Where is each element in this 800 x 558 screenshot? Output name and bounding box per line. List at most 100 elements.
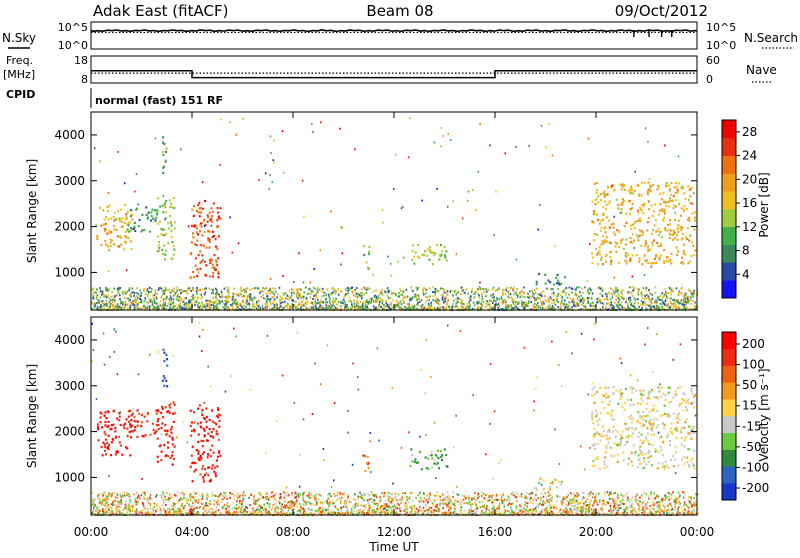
heatmap-cell (269, 174, 271, 176)
heatmap-cell (299, 302, 301, 304)
heatmap-cell (270, 290, 272, 292)
heatmap-cell (361, 295, 363, 297)
heatmap-cell (206, 426, 208, 428)
colorbar-segment (722, 262, 736, 280)
heatmap-cell (323, 295, 325, 297)
heatmap-cell (167, 430, 169, 432)
heatmap-cell (191, 455, 193, 457)
heatmap-cell (622, 499, 624, 501)
heatmap-cell (364, 455, 366, 457)
heatmap-cell (693, 401, 695, 403)
heatmap-cell (684, 205, 686, 207)
heatmap-cell (642, 297, 644, 299)
heatmap-cell (149, 287, 151, 289)
heatmap-cell (202, 476, 204, 478)
heatmap-cell (391, 275, 393, 277)
heatmap-cell (320, 302, 322, 304)
heatmap-cell (624, 409, 626, 411)
heatmap-cell (489, 300, 491, 302)
heatmap-cell (664, 227, 666, 229)
heatmap-cell (667, 435, 669, 437)
heatmap-cell (295, 301, 297, 303)
heatmap-cell (92, 302, 94, 304)
heatmap-cell (410, 465, 412, 467)
heatmap-cell (481, 300, 483, 302)
heatmap-cell (172, 443, 174, 445)
heatmap-cell (438, 467, 440, 469)
heatmap-cell (148, 211, 150, 213)
heatmap-cell (130, 215, 132, 217)
heatmap-cell (220, 218, 222, 220)
heatmap-cell (679, 419, 681, 421)
heatmap-cell (600, 230, 602, 232)
heatmap-cell (540, 502, 542, 504)
heatmap-cell (641, 451, 643, 453)
power-panel-frame (91, 112, 697, 310)
heatmap-cell (167, 242, 169, 244)
heatmap-cell (638, 459, 640, 461)
heatmap-cell (283, 172, 285, 174)
heatmap-cell (139, 219, 141, 221)
heatmap-cell (653, 239, 655, 241)
heatmap-cell (634, 287, 636, 289)
heatmap-cell (218, 294, 220, 296)
heatmap-cell (274, 161, 276, 163)
heatmap-cell (429, 288, 431, 290)
heatmap-cell (638, 291, 640, 293)
heatmap-cell (190, 253, 192, 255)
heatmap-cell (329, 302, 331, 304)
heatmap-cell (276, 297, 278, 299)
heatmap-cell (201, 468, 203, 470)
heatmap-cell (628, 298, 630, 300)
heatmap-cell (163, 375, 165, 377)
heatmap-cell (683, 250, 685, 252)
heatmap-cell (120, 444, 122, 446)
heatmap-cell (603, 407, 605, 409)
heatmap-cell (124, 297, 126, 299)
heatmap-cell (152, 295, 154, 297)
heatmap-cell (171, 236, 173, 238)
heatmap-cell (404, 306, 406, 308)
heatmap-cell (684, 439, 686, 441)
heatmap-cell (675, 390, 677, 392)
heatmap-cell (628, 308, 630, 310)
heatmap-cell (226, 296, 228, 298)
heatmap-cell (582, 300, 584, 302)
heatmap-cell (164, 496, 166, 498)
heatmap-cell (422, 304, 424, 306)
heatmap-cell (216, 459, 218, 461)
heatmap-cell (602, 235, 604, 237)
heatmap-cell (504, 152, 506, 154)
heatmap-cell (652, 298, 654, 300)
heatmap-cell (436, 463, 438, 465)
heatmap-cell (141, 414, 143, 416)
heatmap-cell (613, 227, 615, 229)
heatmap-cell (198, 211, 200, 213)
heatmap-cell (503, 300, 505, 302)
power-colorbar-tick-label: 4 (742, 267, 750, 281)
heatmap-cell (136, 173, 138, 175)
heatmap-cell (364, 305, 366, 307)
heatmap-cell (130, 305, 132, 307)
heatmap-cell (156, 494, 158, 496)
heatmap-cell (229, 121, 231, 123)
heatmap-cell (447, 206, 449, 208)
heatmap-cell (540, 497, 542, 499)
heatmap-cell (514, 291, 516, 293)
heatmap-cell (379, 301, 381, 303)
heatmap-cell (361, 297, 363, 299)
heatmap-cell (214, 467, 216, 469)
heatmap-cell (215, 238, 217, 240)
heatmap-cell (661, 306, 663, 308)
heatmap-cell (664, 229, 666, 231)
heatmap-cell (663, 217, 665, 219)
heatmap-cell (483, 301, 485, 303)
heatmap-cell (603, 242, 605, 244)
heatmap-cell (693, 426, 695, 428)
heatmap-cell (204, 468, 206, 470)
heatmap-cell (640, 463, 642, 465)
heatmap-cell (478, 171, 480, 173)
heatmap-cell (160, 459, 162, 461)
heatmap-cell (461, 305, 463, 307)
heatmap-cell (138, 413, 140, 415)
